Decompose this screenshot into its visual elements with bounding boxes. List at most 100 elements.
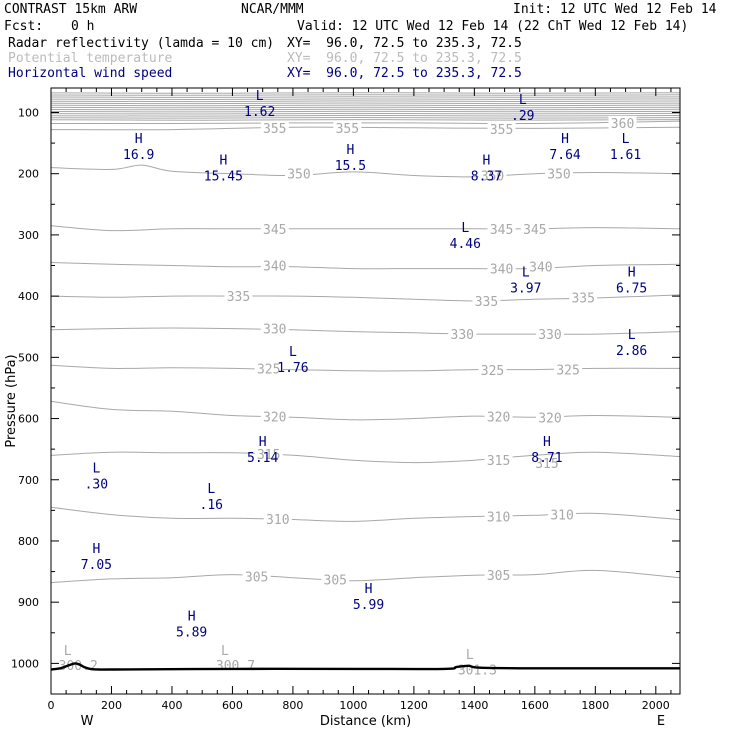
field-theta-xy: XY= 96.0, 72.5 to 235.3, 72.5 <box>287 51 522 66</box>
isentrope-label-backing <box>333 120 362 135</box>
isentrope-label: 350 <box>481 170 504 185</box>
stratosphere-isentrope <box>51 106 680 109</box>
y-tick-label: 700 <box>18 474 39 487</box>
init-time: Init: 12 UTC Wed 12 Feb 14 <box>513 2 717 17</box>
isentrope-label-backing <box>260 221 289 236</box>
isentrope-label: 345 <box>523 223 546 238</box>
field-wind-xy: XY= 96.0, 72.5 to 235.3, 72.5 <box>287 66 522 81</box>
isentrope-label: 345 <box>263 223 286 238</box>
isentrope-label: 340 <box>263 260 286 275</box>
isentrope-325 <box>51 364 680 372</box>
stratosphere-isentrope <box>51 98 680 101</box>
isentrope-label: 300.7 <box>216 659 255 674</box>
x-tick-label: 2000 <box>642 699 670 712</box>
wind-max-marker: H <box>92 542 100 557</box>
east-end-label: E <box>657 714 665 729</box>
y-tick-label: 800 <box>18 535 39 548</box>
wind-min-marker: L <box>522 266 530 281</box>
isentrope-label: 305 <box>324 574 347 589</box>
y-tick-label: 200 <box>18 168 39 181</box>
x-tick-label: 800 <box>282 699 303 712</box>
wind-extremum-value: 6.75 <box>616 282 647 297</box>
wind-extremum-value: 3.97 <box>510 282 541 297</box>
isentrope-label: 345 <box>490 223 513 238</box>
isentrope-label-backing <box>487 122 516 137</box>
isentrope-330 <box>51 327 680 335</box>
isentrope-label-backing <box>520 221 549 236</box>
isentrope-335 <box>51 294 680 302</box>
isentrope-label-backing <box>478 168 507 183</box>
isentrope-label: 330 <box>263 323 286 338</box>
stratosphere-isentrope <box>51 114 680 117</box>
isentrope-label-backing <box>260 258 289 273</box>
isentrope-345 <box>51 225 680 232</box>
isentrope-label-backing <box>487 221 516 236</box>
isentrope-310 <box>51 506 680 522</box>
wind-extremum-value: .30 <box>85 477 108 492</box>
isentrope-label-backing <box>321 572 350 587</box>
wind-extremum-value: 2.86 <box>616 344 647 359</box>
model-title: CONTRAST 15km ARW <box>4 2 138 17</box>
wind-extremum-value: .29 <box>511 109 534 124</box>
x-tick-label: 600 <box>222 699 243 712</box>
isentrope-label-backing <box>61 642 74 657</box>
wind-extremum-value: 1.62 <box>244 105 275 120</box>
isentrope-label-backing <box>608 115 637 130</box>
isentrope-label: 350 <box>547 168 570 183</box>
stratosphere-isentrope <box>51 110 680 113</box>
isentrope-label: 320 <box>538 411 561 426</box>
isentrope-label: 315 <box>257 448 280 463</box>
isentrope-label-backing <box>218 642 231 657</box>
isentrope-315 <box>51 451 680 464</box>
isentrope-label-backing <box>224 289 253 304</box>
isentrope-360 <box>51 120 680 125</box>
stratosphere-isentrope <box>51 116 680 119</box>
isentrope-label: 315 <box>487 454 510 469</box>
stratosphere-isentrope <box>51 96 680 98</box>
wind-extremum-value: 8.37 <box>471 170 502 185</box>
wind-extremum-value: .16 <box>200 498 223 513</box>
wind-min-marker: L <box>207 482 215 497</box>
wind-max-marker: H <box>365 582 373 597</box>
isentrope-label-backing <box>532 456 561 471</box>
isentrope-label: 320 <box>263 411 286 426</box>
x-axis-title: Distance (km) <box>320 714 411 729</box>
isentrope-label-backing <box>284 166 313 181</box>
stratosphere-isentrope <box>51 108 680 111</box>
isentrope-label-backing <box>448 327 477 342</box>
forecast-value: 0 h <box>71 19 95 34</box>
isentrope-label-backing <box>260 120 289 135</box>
field-reflectivity-name: Radar reflectivity (lamda = 10 cm) <box>8 36 275 51</box>
isentrope-label: 300.2 <box>59 659 98 674</box>
stratosphere-isentrope <box>51 94 680 96</box>
isentrope-label-backing <box>472 294 501 309</box>
wind-max-marker: H <box>219 154 227 169</box>
field-reflectivity-xy: XY= 96.0, 72.5 to 235.3, 72.5 <box>287 36 522 51</box>
isentrope-label-backing <box>535 410 564 425</box>
wind-extremum-value: 8.71 <box>531 451 562 466</box>
wind-max-marker: H <box>628 266 636 281</box>
y-tick-label: 600 <box>18 413 39 426</box>
wind-min-marker: L <box>622 132 630 147</box>
isentrope-label: 350 <box>287 168 310 183</box>
x-tick-label: 0 <box>48 699 55 712</box>
wind-extremum-value: 1.76 <box>277 361 308 376</box>
isentrope-label: 325 <box>257 362 280 377</box>
isentrope-label: 330 <box>451 328 474 343</box>
stratosphere-isentrope <box>51 112 680 115</box>
isentrope-label-backing <box>484 453 513 468</box>
isentrope-label: 335 <box>571 291 594 306</box>
y-axis-title: Pressure (hPa) <box>4 354 19 447</box>
field-wind-name: Horizontal wind speed <box>8 66 173 81</box>
isentrope-label: 355 <box>490 123 513 138</box>
isentrope-label: 315 <box>535 457 558 472</box>
wind-max-marker: H <box>135 132 143 147</box>
isentrope-label: 335 <box>475 295 498 310</box>
x-tick-label: 200 <box>101 699 122 712</box>
isentrope-label-backing <box>260 321 289 336</box>
stratosphere-isentrope <box>51 102 680 105</box>
isentrope-label: 325 <box>481 364 504 379</box>
isentrope-340 <box>51 262 680 270</box>
wind-extremum-value: 4.46 <box>450 237 481 252</box>
